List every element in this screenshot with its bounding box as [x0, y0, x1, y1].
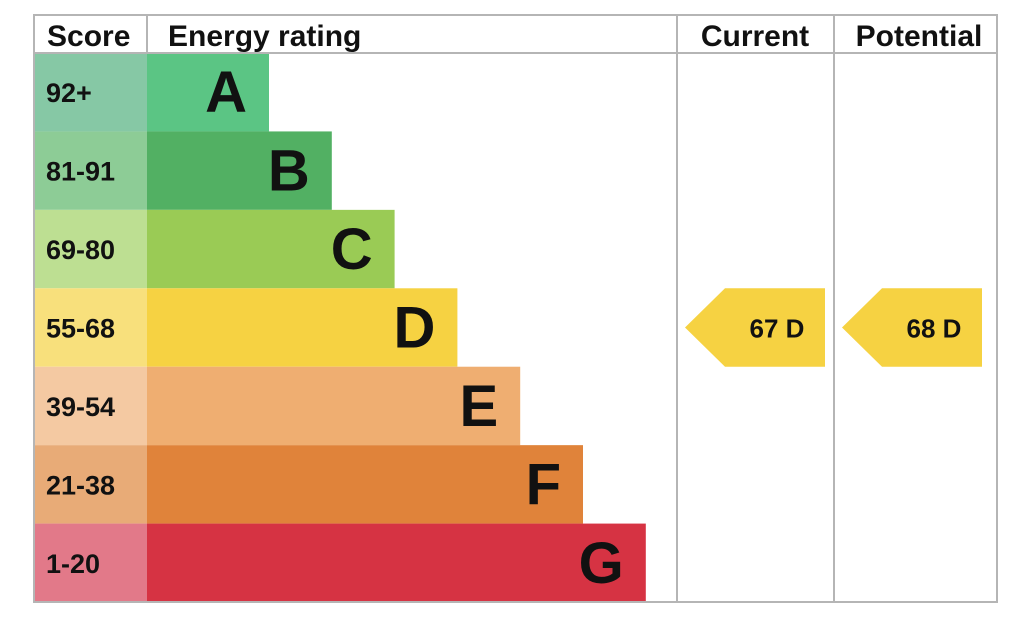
rating-letter-a: A [205, 60, 247, 125]
current-rating-arrow [685, 288, 825, 367]
rating-bar-e [147, 366, 521, 446]
rating-bar-b [147, 131, 332, 210]
rating-bands: 92+ A 81-91 B 69-80 C 55-68 D 39-54 E 21-38 F 1-20 G [34, 53, 646, 603]
score-cell-c [34, 209, 147, 289]
header-potential: Potential [856, 20, 983, 53]
score-cell-d [34, 288, 147, 367]
score-range-b: 81-91 [46, 157, 115, 187]
rating-bar-d [147, 288, 458, 367]
header-score: Score [47, 20, 130, 53]
score-cell-b [34, 131, 147, 210]
rating-bar-a [147, 53, 269, 132]
rating-letter-f: F [526, 452, 561, 517]
score-range-f: 21-38 [46, 470, 115, 500]
score-cell-a [34, 53, 147, 132]
score-range-d: 55-68 [46, 314, 115, 344]
score-cell-g [34, 523, 147, 603]
rating-letter-g: G [579, 531, 624, 596]
potential-rating-arrow [842, 288, 982, 367]
header-current: Current [701, 20, 809, 53]
score-range-a: 92+ [46, 78, 92, 108]
rating-letter-d: D [394, 296, 436, 361]
rating-indicators: 67 D 68 D [685, 288, 982, 367]
score-range-g: 1-20 [46, 549, 100, 579]
rating-letter-e: E [460, 374, 499, 439]
rating-bar-g [147, 523, 646, 603]
rating-letter-b: B [268, 139, 310, 204]
rating-letter-c: C [331, 217, 373, 282]
score-cell-e [34, 366, 147, 446]
header-energy-rating: Energy rating [168, 20, 361, 53]
rating-bar-c [147, 209, 395, 289]
potential-rating-label: 68 D [907, 314, 962, 344]
current-rating-label: 67 D [750, 314, 805, 344]
score-cell-f [34, 445, 147, 524]
rating-bar-f [147, 445, 583, 524]
score-range-e: 39-54 [46, 392, 115, 422]
score-range-c: 69-80 [46, 235, 115, 265]
table-grid [33, 14, 998, 603]
